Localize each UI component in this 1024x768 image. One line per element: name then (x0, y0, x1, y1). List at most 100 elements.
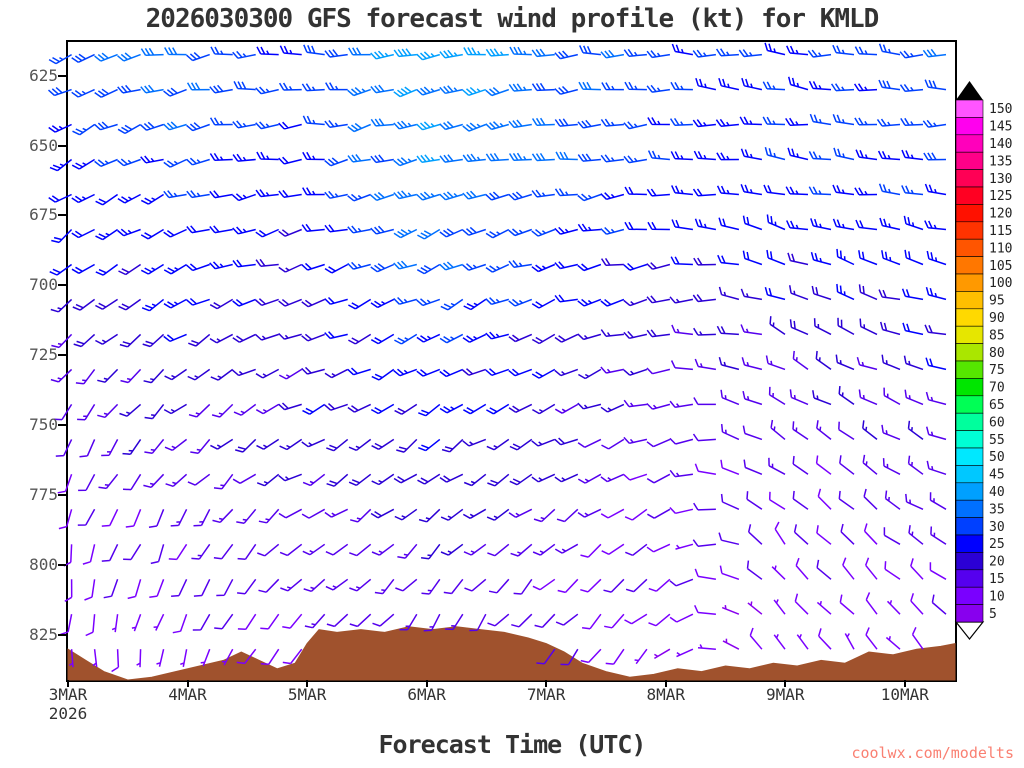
wind-barb (693, 257, 716, 266)
wind-barb (439, 121, 464, 131)
wind-barb (462, 226, 487, 236)
wind-barb (192, 613, 211, 631)
wind-barb (926, 250, 947, 266)
wind-barb (443, 578, 464, 595)
wind-barb (508, 119, 532, 129)
wind-barb (122, 438, 142, 455)
colorbar-label: 80 (989, 346, 1005, 361)
wind-barb (324, 120, 348, 129)
colorbar-label: 140 (989, 137, 1012, 152)
wind-barb (531, 298, 556, 309)
colorbar-label: 65 (989, 398, 1005, 413)
wind-barb (350, 508, 372, 523)
wind-barb (186, 82, 210, 91)
wind-barb (233, 403, 257, 416)
wind-barb (669, 437, 694, 445)
wind-barb (554, 333, 579, 343)
wind-barb (463, 403, 487, 415)
wind-barb (925, 357, 947, 371)
wind-barb (766, 249, 786, 266)
wind-barb (855, 219, 878, 231)
wind-barb (669, 400, 694, 409)
wind-barb (399, 613, 418, 631)
watermark-link[interactable]: coolwx.com/modelts (851, 744, 1014, 762)
wind-barb (282, 613, 303, 629)
colorbar-label: 30 (989, 520, 1005, 535)
wind-barb (324, 296, 348, 305)
wind-barb (925, 391, 947, 406)
wind-barb (902, 322, 924, 336)
wind-barb (905, 493, 924, 510)
wind-barb (73, 333, 96, 348)
wind-barb (833, 147, 855, 161)
wind-barb (554, 294, 578, 303)
wind-barb (348, 298, 372, 310)
wind-barb (140, 263, 164, 275)
wind-barb (258, 508, 280, 524)
wind-barb (771, 565, 786, 580)
wind-barb (63, 544, 73, 567)
wind-barb (742, 425, 763, 441)
colorbar-label: 125 (989, 189, 1012, 204)
wind-barb (693, 397, 716, 406)
wind-barb (531, 438, 556, 447)
wind-barb (416, 191, 441, 201)
wind-barb (531, 473, 556, 483)
wind-barb (347, 403, 372, 413)
wind-barb (97, 368, 119, 383)
wind-barb (885, 636, 901, 650)
colorbar-label: 120 (989, 207, 1012, 222)
wind-barb-layer (48, 42, 947, 673)
wind-barb (393, 296, 417, 305)
colorbar-label: 10 (989, 589, 1005, 604)
wind-barb (854, 187, 878, 196)
wind-barb (485, 368, 510, 377)
wind-barb (579, 45, 601, 56)
wind-barb (768, 457, 786, 475)
wind-barb (646, 50, 671, 59)
wind-barb (94, 52, 118, 62)
wind-barb (301, 366, 325, 375)
wind-barb (416, 154, 440, 164)
wind-barb (463, 298, 487, 311)
wind-barb (164, 368, 188, 381)
wind-barb (531, 228, 556, 237)
wind-barb (94, 88, 118, 98)
wind-barb (418, 438, 441, 452)
wind-barb (669, 117, 693, 127)
wind-barb (164, 438, 188, 451)
wind-barb (747, 524, 763, 545)
wind-barb (255, 403, 280, 415)
wind-barb (863, 488, 878, 510)
wind-barb (623, 155, 648, 164)
wind-barb (792, 421, 809, 441)
wind-barb (625, 578, 648, 593)
wind-barb (648, 613, 671, 627)
wind-barb (605, 648, 625, 665)
wind-barb (439, 228, 464, 238)
wind-barb (554, 188, 578, 197)
wind-barb (439, 473, 464, 483)
wind-barb (764, 287, 786, 301)
x-tick-label: 5MAR (287, 685, 327, 704)
wind-barb (141, 298, 165, 312)
wind-barb (858, 284, 878, 301)
wind-barb (600, 473, 625, 483)
y-tick-label: 800 (29, 555, 58, 575)
wind-barb (462, 368, 487, 376)
wind-barb (301, 438, 326, 448)
wind-barb (485, 263, 510, 273)
wind-barb (646, 262, 671, 270)
wind-barb (186, 297, 210, 306)
wind-barb (838, 386, 855, 406)
wind-barb (188, 333, 211, 347)
wind-barb (577, 263, 602, 272)
wind-barb (511, 613, 533, 628)
colorbar-segment (955, 186, 984, 205)
wind-barb (789, 389, 809, 406)
wind-barb (560, 648, 579, 666)
y-tick-label: 825 (29, 625, 58, 645)
wind-barb (793, 524, 809, 545)
wind-barb (603, 578, 625, 593)
wind-barb (600, 192, 625, 201)
